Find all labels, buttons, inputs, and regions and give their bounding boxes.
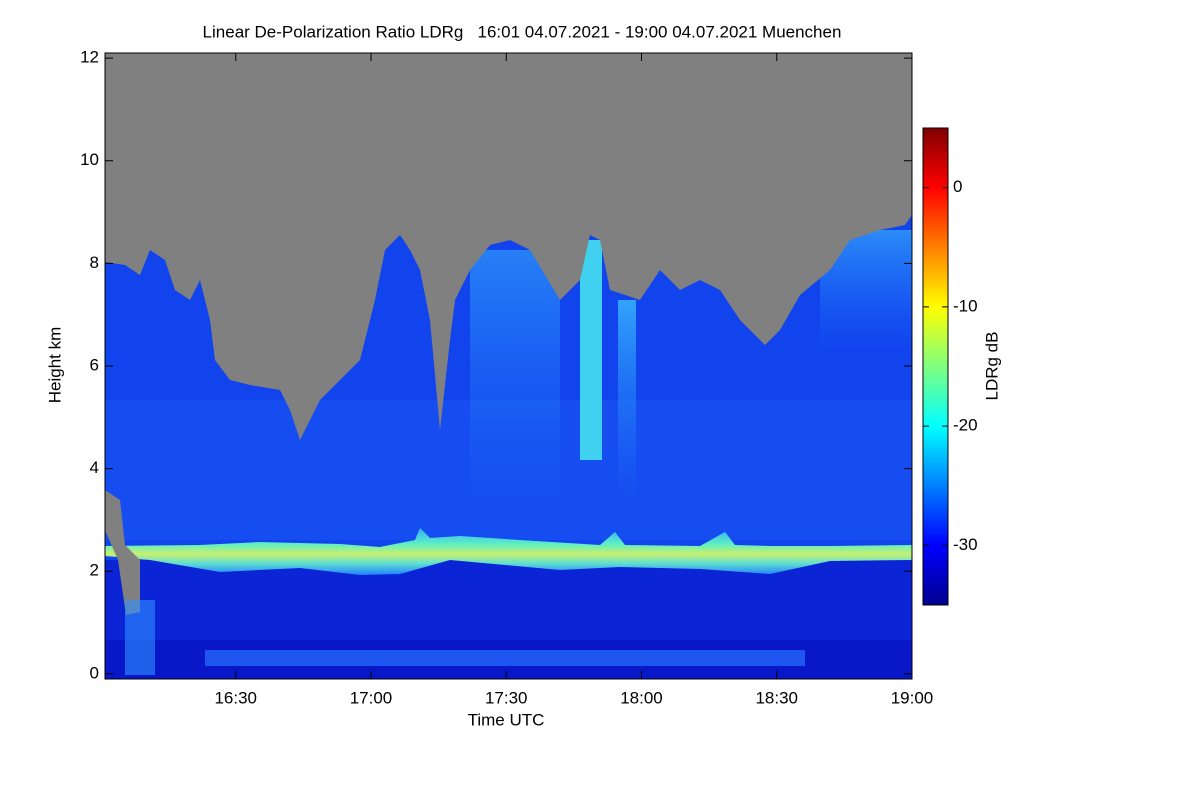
y-tick-label: 8 <box>90 253 99 272</box>
x-tick-label: 16:30 <box>214 688 257 707</box>
y-axis-label: Height km <box>45 327 64 404</box>
y-tick-label: 2 <box>90 561 99 580</box>
x-tick-label: 18:00 <box>620 688 663 707</box>
colorbar-tick-label: -30 <box>953 535 978 554</box>
y-tick-label: 0 <box>90 663 99 682</box>
x-tick-label: 17:30 <box>485 688 528 707</box>
chart-title: Linear De-Polarization Ratio LDRg 16:01 … <box>203 22 842 41</box>
y-tick-label: 12 <box>80 48 99 67</box>
x-tick-label: 18:30 <box>755 688 798 707</box>
colorbar-tick-label: -10 <box>953 296 978 315</box>
colorbar <box>922 127 949 606</box>
colorbar-label: LDRg dB <box>982 332 1001 401</box>
y-tick-label: 10 <box>80 150 99 169</box>
y-tick-label: 6 <box>90 355 99 374</box>
y-tick-label: 4 <box>90 458 99 477</box>
x-tick-label: 17:00 <box>350 688 393 707</box>
colorbar-tick-label: 0 <box>953 177 962 196</box>
x-axis-label: Time UTC <box>468 710 545 729</box>
heatmap <box>105 53 912 679</box>
x-tick-label: 19:00 <box>891 688 934 707</box>
colorbar-tick-label: -20 <box>953 416 978 435</box>
